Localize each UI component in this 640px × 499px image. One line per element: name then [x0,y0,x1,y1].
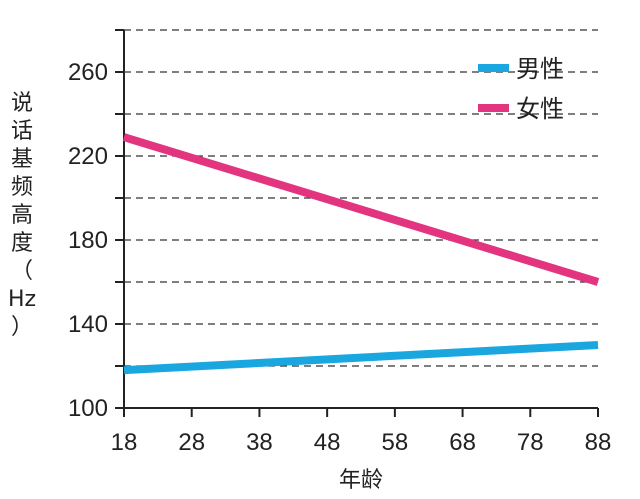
series-line-female [122,133,600,286]
y-axis-title-char: 说 [11,91,33,116]
y-tick-label: 180 [68,227,108,254]
tick-marks [115,29,599,417]
series-lines [122,133,600,375]
x-tick-label: 88 [585,429,612,456]
y-tick-label: 220 [68,143,108,170]
y-tick-label: 140 [68,311,108,338]
y-axis-title-char: 基 [11,147,33,172]
y-axis-title-char: 频 [11,175,33,200]
y-axis-title-char: 话 [11,119,33,144]
y-tick-label: 260 [68,59,108,86]
x-tick-label: 48 [314,429,341,456]
y-tick-label: 100 [68,395,108,422]
x-tick-label: 68 [449,429,476,456]
x-tick-label: 18 [111,429,138,456]
x-tick-label: 78 [517,429,544,456]
tick-labels: 100 140 180 220 260 18 28 38 48 58 68 78 88 [68,59,611,456]
y-axis-title-char: （ [11,259,33,284]
y-axis-title-char: 度 [11,231,33,256]
x-tick-label: 38 [246,429,273,456]
legend-label-female: 女性 [516,95,564,123]
y-axis-title-char: 高 [11,203,33,228]
x-axis-title: 年龄 [339,468,383,493]
axes [123,30,598,409]
legend: 男性 女性 [478,55,564,123]
x-tick-label: 58 [382,429,409,456]
y-axis-title-char: ） [11,315,33,340]
series-line-male [123,341,599,375]
y-axis-title-char: Hz [8,287,36,312]
legend-label-male: 男性 [516,55,564,83]
x-tick-label: 28 [178,429,205,456]
